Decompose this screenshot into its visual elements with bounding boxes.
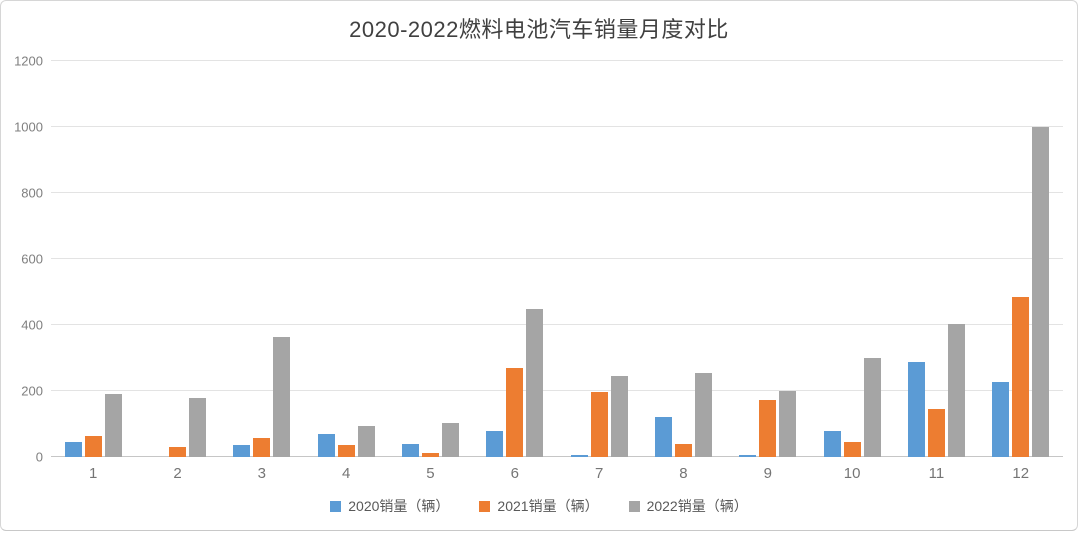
legend-item-2020: 2020销量（辆） — [330, 496, 449, 516]
legend-label-2020: 2020销量（辆） — [348, 498, 450, 514]
bar-2022-month-1 — [104, 394, 122, 457]
bar-2022-month-5 — [441, 423, 459, 457]
x-axis-label-10: 10 — [843, 465, 861, 482]
bar-2020-month-1 — [64, 442, 82, 457]
bar-group-month-8 — [641, 61, 725, 457]
plot-area — [51, 60, 1063, 457]
x-axis-label-5: 5 — [426, 465, 435, 482]
bar-group-month-4 — [304, 61, 388, 457]
bar-2021-month-5 — [421, 453, 439, 457]
bar-2020-month-9 — [739, 455, 757, 457]
gridline-600 — [51, 258, 1063, 259]
bar-2021-month-8 — [674, 444, 692, 457]
bar-2021-month-11 — [927, 409, 945, 457]
legend-label-2022: 2022销量（辆） — [646, 498, 748, 514]
bar-2022-month-12 — [1032, 127, 1050, 457]
bar-2021-month-10 — [843, 441, 861, 457]
x-axis-label-4: 4 — [341, 465, 351, 482]
bar-2021-month-7 — [590, 392, 608, 457]
legend-item-2022: 2022销量（辆） — [628, 496, 748, 516]
bar-2021-month-3 — [253, 438, 271, 457]
bar-2020-month-5 — [401, 443, 419, 457]
x-axis-label-9: 9 — [763, 465, 772, 482]
bar-2021-month-12 — [1012, 296, 1030, 457]
x-axis-label-3: 3 — [257, 465, 266, 482]
legend-label-2021: 2021销量（辆） — [497, 498, 599, 514]
bar-2020-month-3 — [233, 445, 251, 457]
bar-2020-month-6 — [486, 430, 504, 457]
bar-2022-month-2 — [188, 398, 206, 457]
bar-group-month-6 — [473, 61, 557, 457]
bars-layer — [51, 61, 1063, 457]
bar-2020-month-7 — [570, 455, 588, 457]
bar-group-month-7 — [557, 61, 641, 457]
y-axis-tick-label-1000: 1000 — [14, 119, 43, 135]
x-axis-label-11: 11 — [928, 465, 945, 482]
gridline-200 — [51, 390, 1063, 392]
y-axis-tick-label-0: 0 — [35, 449, 43, 465]
gridline-1000 — [51, 126, 1063, 127]
gridline-400 — [51, 324, 1063, 326]
bar-2022-month-3 — [273, 336, 291, 457]
bar-2021-month-9 — [759, 399, 777, 457]
bar-2022-month-9 — [779, 391, 797, 457]
y-axis-tick-label-800: 800 — [21, 185, 43, 201]
bar-2021-month-6 — [506, 367, 524, 457]
bar-group-month-3 — [220, 61, 304, 457]
y-axis-tick-label-200: 200 — [21, 383, 43, 399]
legend-swatch-2020 — [330, 500, 342, 512]
bar-group-month-1 — [51, 61, 135, 457]
legend-swatch-2021 — [479, 500, 491, 512]
bar-group-month-12 — [979, 61, 1063, 457]
x-axis-label-12: 12 — [1012, 465, 1030, 482]
chart-title: 2020-2022燃料电池汽车销量月度对比 — [349, 17, 729, 42]
bar-2022-month-7 — [610, 376, 628, 457]
legend-swatch-2022 — [628, 500, 640, 512]
gridline-0 — [51, 456, 1063, 457]
bar-group-month-10 — [810, 61, 894, 457]
bar-2021-month-4 — [337, 445, 355, 457]
bar-group-month-5 — [388, 61, 472, 457]
gridline-800 — [51, 192, 1063, 194]
bar-2022-month-8 — [694, 372, 712, 457]
bar-group-month-9 — [726, 61, 810, 457]
bar-2022-month-6 — [526, 308, 544, 457]
bar-group-month-2 — [135, 61, 219, 457]
bar-2020-month-4 — [317, 433, 335, 457]
bar-2021-month-2 — [168, 447, 186, 457]
x-axis: 1 2 3 4 5 6 7 8 9 10 11 12 — [51, 465, 1063, 482]
legend-item-2021: 2021销量（辆） — [479, 496, 599, 516]
bar-2020-month-12 — [992, 381, 1010, 457]
y-axis-tick-label-400: 400 — [21, 317, 43, 333]
y-axis-tick-label-1200: 1200 — [14, 53, 43, 69]
bar-group-month-11 — [894, 61, 978, 457]
x-axis-label-7: 7 — [594, 465, 604, 482]
x-axis-label-1: 1 — [88, 465, 98, 482]
bar-2020-month-8 — [654, 417, 672, 457]
y-axis-tick-label-600: 600 — [21, 251, 43, 267]
x-axis-label-8: 8 — [679, 465, 688, 482]
gridline-1200 — [51, 60, 1063, 61]
bar-2022-month-11 — [947, 324, 965, 457]
bar-2022-month-4 — [357, 425, 375, 457]
bar-2021-month-1 — [84, 435, 102, 457]
y-axis: 0 200 400 600 800 1000 1200 — [1, 55, 43, 464]
bar-2020-month-11 — [907, 361, 925, 457]
x-axis-label-2: 2 — [173, 465, 182, 482]
x-axis-label-6: 6 — [510, 465, 519, 482]
bar-2020-month-10 — [823, 430, 841, 457]
bar-2022-month-10 — [863, 358, 881, 457]
legend: 2020销量（辆） 2021销量（辆） 2022销量（辆） — [1, 496, 1077, 516]
